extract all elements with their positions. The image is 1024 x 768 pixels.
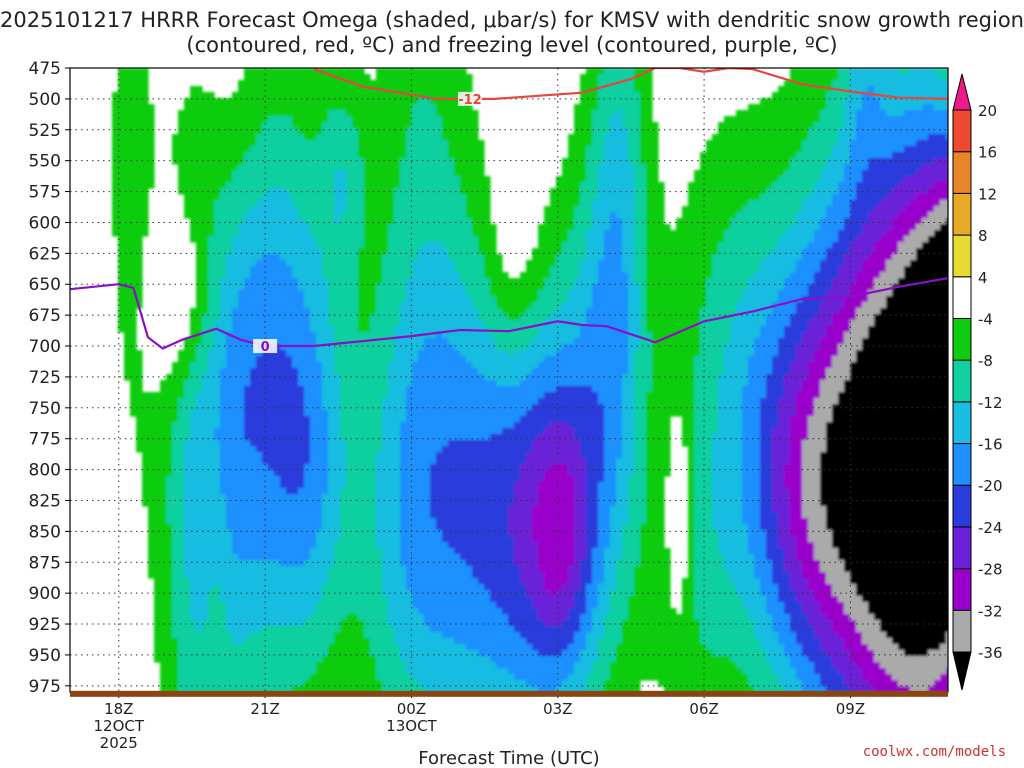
- colorbar-bin: [952, 234, 972, 278]
- y-tick-label: 500: [29, 90, 61, 110]
- colorbar-bin: [952, 401, 972, 445]
- colorbar-label: 4: [978, 269, 988, 287]
- y-tick-label: 825: [29, 491, 61, 511]
- y-tick-label: 475: [29, 59, 61, 79]
- x-tick-label: 13OCT: [386, 717, 437, 735]
- colorbar-bin: [952, 443, 972, 486]
- x-tick-label: 12OCT: [94, 717, 145, 735]
- y-tick-label: 925: [29, 615, 61, 635]
- credit-text: coolwx.com/models: [862, 744, 1006, 760]
- x-axis-label: Forecast Time (UTC): [418, 748, 599, 768]
- colorbar-label: -20: [978, 477, 1003, 495]
- y-tick-label: 750: [29, 399, 61, 419]
- y-tick-label: 950: [29, 646, 61, 666]
- colorbar-label: -4: [978, 310, 993, 328]
- colorbar-top-arrow: [952, 73, 972, 111]
- colorbar-label: -28: [978, 561, 1003, 579]
- x-tick-label: 00Z: [397, 700, 426, 718]
- colorbar-bin: [952, 526, 972, 570]
- x-tick-label: 09Z: [836, 700, 865, 718]
- y-axis: 475 500 525 550 575 600 625 650 675 700 725 750 775 8…: [29, 59, 70, 697]
- colorbar-bin: [952, 276, 972, 319]
- y-tick-label: 775: [29, 430, 61, 450]
- dendritic-12C-label: -12: [458, 93, 482, 108]
- x-tick-label: 03Z: [543, 700, 572, 718]
- y-tick-label: 875: [29, 553, 61, 573]
- colorbar-bottom-arrow: [952, 651, 972, 691]
- y-tick-label: 850: [29, 522, 61, 542]
- colorbar-label: 8: [978, 227, 988, 245]
- surface-strip: [70, 690, 948, 697]
- y-tick-label: 975: [29, 677, 61, 697]
- colorbar-label: -32: [978, 602, 1003, 620]
- x-tick-label: 21Z: [250, 700, 279, 718]
- colorbar: -36 -32 -28 -24 -20 -16 -12 -8 -4 4 8 12 16 20: [952, 73, 1003, 691]
- colorbar-bin: [952, 359, 972, 403]
- colorbar-bin: [952, 484, 972, 528]
- y-tick-label: 650: [29, 275, 61, 295]
- colorbar-label: -16: [978, 436, 1003, 454]
- x-tick-label: 18Z: [104, 700, 133, 718]
- y-tick-label: 725: [29, 368, 61, 388]
- colorbar-label: 12: [978, 185, 997, 203]
- y-tick-label: 600: [29, 213, 61, 233]
- y-tick-label: 575: [29, 183, 61, 203]
- colorbar-bin: [952, 317, 972, 361]
- x-tick-label: 06Z: [689, 700, 718, 718]
- x-tick-label: 2025: [100, 734, 138, 752]
- colorbar-label: -36: [978, 644, 1003, 662]
- y-tick-label: 675: [29, 306, 61, 326]
- colorbar-label: -24: [978, 519, 1003, 537]
- chart-title: 2025101217 HRRR Forecast Omega (shaded, …: [0, 8, 1024, 57]
- colorbar-bin: [952, 109, 972, 153]
- y-tick-label: 550: [29, 152, 61, 172]
- y-tick-label: 625: [29, 244, 61, 264]
- y-tick-label: 525: [29, 121, 61, 141]
- contour-lines: -12 0: [70, 68, 948, 355]
- colorbar-bin: [952, 568, 972, 611]
- colorbar-bin: [952, 192, 972, 236]
- y-tick-label: 700: [29, 337, 61, 357]
- colorbar-label: 16: [978, 144, 997, 162]
- colorbar-bin: [952, 151, 972, 194]
- y-tick-label: 900: [29, 584, 61, 604]
- omega-shading: [112, 68, 948, 692]
- freezing-0C-line: [70, 276, 948, 350]
- colorbar-label: -8: [978, 352, 993, 370]
- freezing-0C-label: 0: [261, 340, 270, 355]
- y-tick-label: 800: [29, 461, 61, 481]
- colorbar-label: 20: [978, 102, 997, 120]
- colorbar-label: -12: [978, 394, 1003, 412]
- gridlines: [70, 68, 948, 692]
- colorbar-bin: [952, 609, 972, 653]
